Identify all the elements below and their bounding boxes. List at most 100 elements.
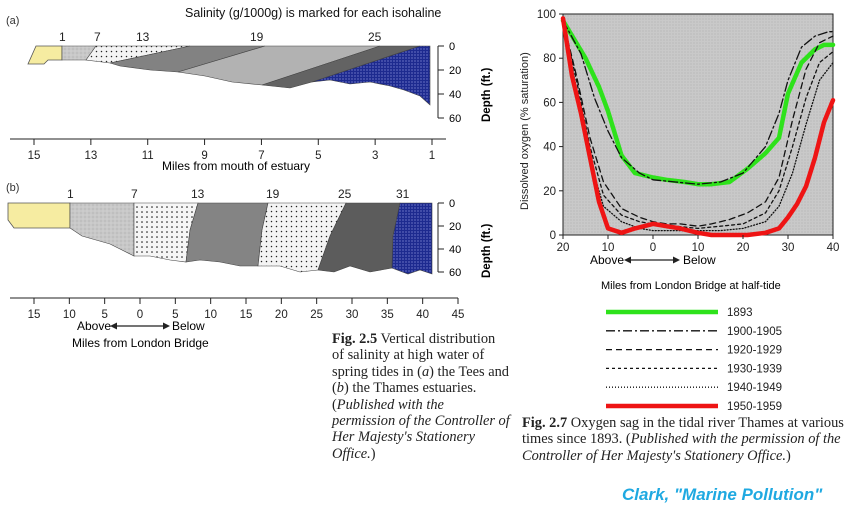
panel-b-label: (b) <box>6 182 19 194</box>
series-line-1900-1905 <box>562 19 834 185</box>
fig-2-7-caption: Fig. 2.7 Oxygen sag in the tidal river T… <box>522 415 844 464</box>
x-axis-label: Miles from London Bridge at half-tide <box>601 280 781 292</box>
x-tick-label: 25 <box>310 309 323 321</box>
caption-text: a <box>421 363 430 380</box>
fig-2-5-caption: Fig. 2.5 Vertical distribution of salini… <box>332 331 510 462</box>
caption-text: Oxygen sag in the tidal river Thames at … <box>522 415 844 448</box>
zone-1-7 <box>69 202 135 257</box>
x-tick-label: 20 <box>737 242 750 254</box>
thames-salinity-diagram: (b) 1 7 13 19 25 31 0 20 40 60 Depth (ft… <box>6 182 493 350</box>
caption-text: ) <box>370 445 376 462</box>
x-tick-label: 13 <box>84 150 97 162</box>
land-strip <box>7 202 71 229</box>
x-tick-label: 30 <box>782 242 795 254</box>
above-below-arrow <box>624 256 680 264</box>
isohaline-label: 1 <box>67 187 74 201</box>
y-axis-label: Dissolved oxygen (% saturation) <box>519 52 531 210</box>
zone-25 <box>261 45 421 89</box>
series-line-1920-1929 <box>562 19 834 227</box>
x-tick-label: 5 <box>172 309 178 321</box>
x-tick-label: 10 <box>692 242 705 254</box>
depth-axis-b: 0 20 40 60 Depth (ft.) <box>437 198 493 279</box>
above-below-arrow <box>110 322 170 330</box>
depth-tick: 20 <box>449 221 461 233</box>
series-line-1893 <box>560 18 836 187</box>
y-tick-label: 20 <box>543 186 556 198</box>
above-label: Above <box>590 253 624 267</box>
zone-above-25 <box>311 45 431 106</box>
depth-axis-label: Depth (ft.) <box>481 68 493 122</box>
x-axis-label-b: Miles from London Bridge <box>72 336 209 350</box>
y-tick-label: 100 <box>537 9 556 21</box>
depth-tick: 60 <box>449 267 461 279</box>
caption-text: b <box>336 380 344 397</box>
depth-tick: 0 <box>449 198 455 210</box>
depth-tick: 20 <box>449 65 461 77</box>
zone-13-19 <box>185 202 269 267</box>
x-tick-label: 40 <box>416 309 429 321</box>
depth-tick: 40 <box>449 244 461 256</box>
below-label: Below <box>683 253 716 267</box>
plot-area <box>562 13 834 236</box>
x-tick-label: 5 <box>101 309 107 321</box>
x-tick-label: 5 <box>315 150 321 162</box>
y-tick-label: 80 <box>543 53 556 65</box>
x-tick-label: 10 <box>63 309 76 321</box>
above-label: Above <box>77 319 111 333</box>
x-tick-label: 15 <box>28 150 41 162</box>
y-tick-label: 0 <box>550 230 556 242</box>
x-tick-label: 3 <box>372 150 378 162</box>
isohaline-label: 19 <box>250 30 264 44</box>
depth-tick: 0 <box>449 41 455 53</box>
depth-axis-a: 0 20 40 60 Depth (ft.) <box>437 41 493 125</box>
isohaline-label: 25 <box>338 187 352 201</box>
x-tick-label: 15 <box>240 309 253 321</box>
caption-text: ) <box>785 447 791 464</box>
x-tick-label: 10 <box>204 309 217 321</box>
isohaline-label: 13 <box>191 187 205 201</box>
caption-permission: Published with the permission of the Con… <box>332 396 510 462</box>
isohaline-labels-b: 1 7 13 19 25 31 <box>67 187 410 201</box>
series-line-1950-1959 <box>560 16 836 238</box>
x-tick-label: 30 <box>346 309 359 321</box>
x-tick-label: 15 <box>28 309 41 321</box>
x-tick-label: 35 <box>381 309 394 321</box>
x-tick-label: 40 <box>827 242 840 254</box>
y-tick-label: 60 <box>543 97 556 109</box>
isohaline-label: 7 <box>94 30 101 44</box>
legend-label: 1930-1939 <box>727 363 782 375</box>
x-tick-label: 0 <box>137 309 143 321</box>
fig-2-7-number: Fig. 2.7 <box>522 415 568 431</box>
legend-label: 1920-1929 <box>727 345 782 357</box>
depth-tick: 60 <box>449 113 461 125</box>
x-tick-label: 9 <box>201 150 207 162</box>
x-tick-label: 45 <box>452 309 465 321</box>
legend-label: 1900-1905 <box>727 326 782 338</box>
x-tick-label: 0 <box>650 242 656 254</box>
depth-axis-label: Depth (ft.) <box>481 224 493 278</box>
isohaline-label: 7 <box>131 187 138 201</box>
x-tick-label: 20 <box>275 309 288 321</box>
caption-text: ) the Tees and ( <box>332 363 509 397</box>
land-strip <box>27 45 63 65</box>
x-axis-b: 15 10 5 0 5 10 15 20 25 30 35 40 45 Above Below Mile… <box>10 297 465 350</box>
below-label: Below <box>172 319 205 333</box>
fig-2-5-number: Fig. 2.5 <box>332 331 378 347</box>
caption-permission: Published with the permission of the Con… <box>522 431 841 464</box>
x-tick-label: 20 <box>557 242 570 254</box>
isohaline-label: 25 <box>368 30 382 44</box>
x-tick-label: 10 <box>602 242 615 254</box>
x-axis-a: 15 13 11 9 7 5 3 1 Miles from mouth of estuary <box>10 138 446 173</box>
isohaline-label: 13 <box>136 30 150 44</box>
legend-label: 1940-1949 <box>727 382 782 394</box>
x-axis-label-a: Miles from mouth of estuary <box>162 159 310 173</box>
legend: 1893 1900-1905 1920-1929 1930-1939 1940-1949… <box>606 307 782 410</box>
tees-salinity-diagram: (a) Salinity (g/1000g) is marked for eac… <box>6 6 493 173</box>
isohaline-labels-a: 1 7 13 19 25 <box>59 30 382 44</box>
legend-label: 1950-1959 <box>727 401 782 410</box>
isohaline-label: 31 <box>396 187 410 201</box>
source-credit: Clark, "Marine Pollution" <box>622 485 823 504</box>
x-tick-label: 7 <box>258 150 264 162</box>
caption-text: Vertical distribution of salinity at hig… <box>332 331 496 380</box>
